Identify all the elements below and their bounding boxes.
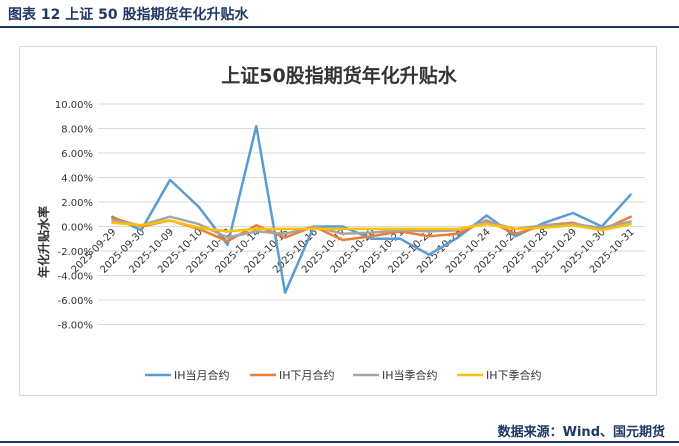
- y-tick-label: 10.00%: [55, 100, 93, 111]
- chart-title: 上证50股指期货年化升贴水: [221, 64, 457, 87]
- legend-label: IH下月合约: [279, 368, 335, 382]
- y-tick-label: -6.00%: [58, 296, 93, 307]
- y-tick-label: 4.00%: [61, 174, 93, 185]
- y-tick-label: 2.00%: [61, 198, 93, 209]
- figure-label: 图表 12 上证 50 股指期货年化升贴水: [8, 7, 249, 23]
- y-tick-label: 8.00%: [61, 125, 93, 136]
- y-axis-label: 年化升贴水率: [36, 206, 51, 278]
- legend-label: IH当季合约: [382, 368, 438, 382]
- series-line-1: [111, 124, 632, 294]
- legend-label: IH下季合约: [486, 368, 542, 382]
- series-line-3: [111, 215, 632, 239]
- y-tick-label: 6.00%: [61, 149, 93, 160]
- bottom-rule: [0, 441, 679, 443]
- legend-label: IH当月合约: [174, 368, 230, 382]
- series-line-4: [111, 219, 632, 233]
- source-note: 数据来源：Wind、国元期货: [497, 425, 665, 440]
- y-tick-label: -2.00%: [58, 247, 93, 258]
- y-tick-label: 0.00%: [61, 223, 93, 234]
- line-chart: 上证50股指期货年化升贴水 年化升贴水率 10.00% 8.00% 6.00% 4.0…: [36, 64, 645, 382]
- figure-header: 图表 12 上证 50 股指期货年化升贴水: [0, 0, 679, 28]
- chart-frame: 上证50股指期货年化升贴水 年化升贴水率 10.00% 8.00% 6.00% 4.0…: [19, 46, 657, 396]
- y-tick-label: -8.00%: [58, 321, 93, 332]
- y-tick-label: -4.00%: [58, 272, 93, 283]
